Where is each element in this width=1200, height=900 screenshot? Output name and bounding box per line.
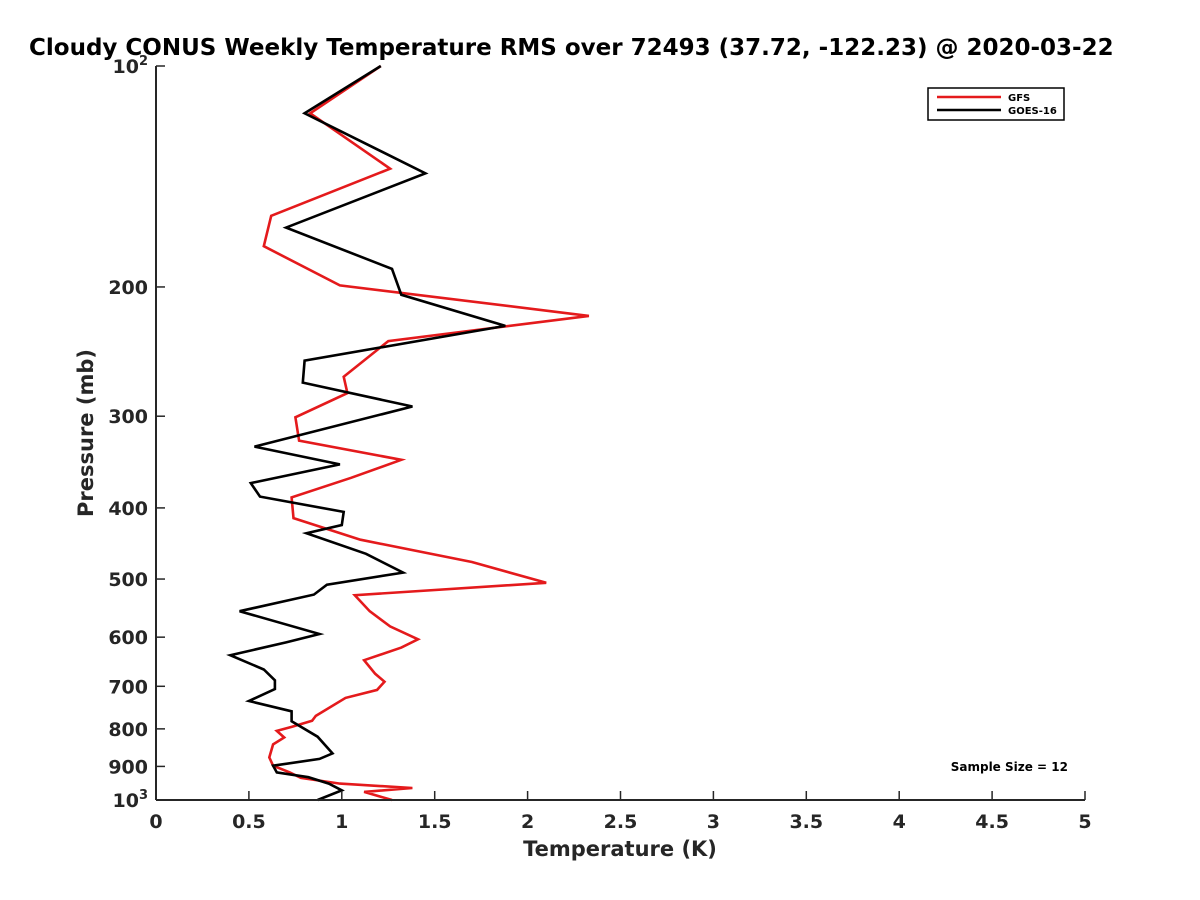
legend-entry-label: GOES-16 xyxy=(1008,106,1057,117)
x-tick-label: 4.5 xyxy=(975,811,1009,833)
x-tick-label: 5 xyxy=(1078,811,1091,833)
y-tick-label: 900 xyxy=(108,756,148,778)
y-tick-label: 103 xyxy=(113,788,149,812)
y-tick-label: 700 xyxy=(108,676,148,698)
legend: GFS GOES-16 xyxy=(927,87,1065,121)
legend-entry-label: GFS xyxy=(1008,93,1030,104)
x-axis-label: Temperature (K) xyxy=(523,837,717,861)
series-line-goes-16 xyxy=(226,64,506,802)
y-axis-label: Pressure (mb) xyxy=(74,349,98,517)
legend-box xyxy=(927,87,1065,121)
y-tick-label: 200 xyxy=(108,277,148,299)
series-layer xyxy=(226,64,590,802)
y-tick-label: 600 xyxy=(108,627,148,649)
y-tick-label: 800 xyxy=(108,719,148,741)
x-tick-label: 0 xyxy=(149,811,162,833)
x-tick-label: 3.5 xyxy=(789,811,823,833)
y-tick-label: 300 xyxy=(108,406,148,428)
x-tick-label: 1 xyxy=(335,811,348,833)
chart-title: Cloudy CONUS Weekly Temperature RMS over… xyxy=(29,35,1114,61)
x-tick-label: 3 xyxy=(707,811,720,833)
sample-size-annotation: Sample Size = 12 xyxy=(951,760,1068,774)
x-tick-label: 2 xyxy=(521,811,534,833)
y-tick-label: 400 xyxy=(108,498,148,520)
y-tick-label: 500 xyxy=(108,569,148,591)
axes-layer: 0 0.5 1 1.5 2 2.5 3 3.5 4 4.5 5 102 200 300 400 500 600 7… xyxy=(108,54,1091,833)
x-tick-label: 1.5 xyxy=(418,811,452,833)
series-line-gfs xyxy=(262,64,590,802)
x-tick-label: 4 xyxy=(893,811,906,833)
x-tick-label: 2.5 xyxy=(604,811,638,833)
x-tick-label: 0.5 xyxy=(232,811,266,833)
y-tick-label: 102 xyxy=(113,54,149,78)
